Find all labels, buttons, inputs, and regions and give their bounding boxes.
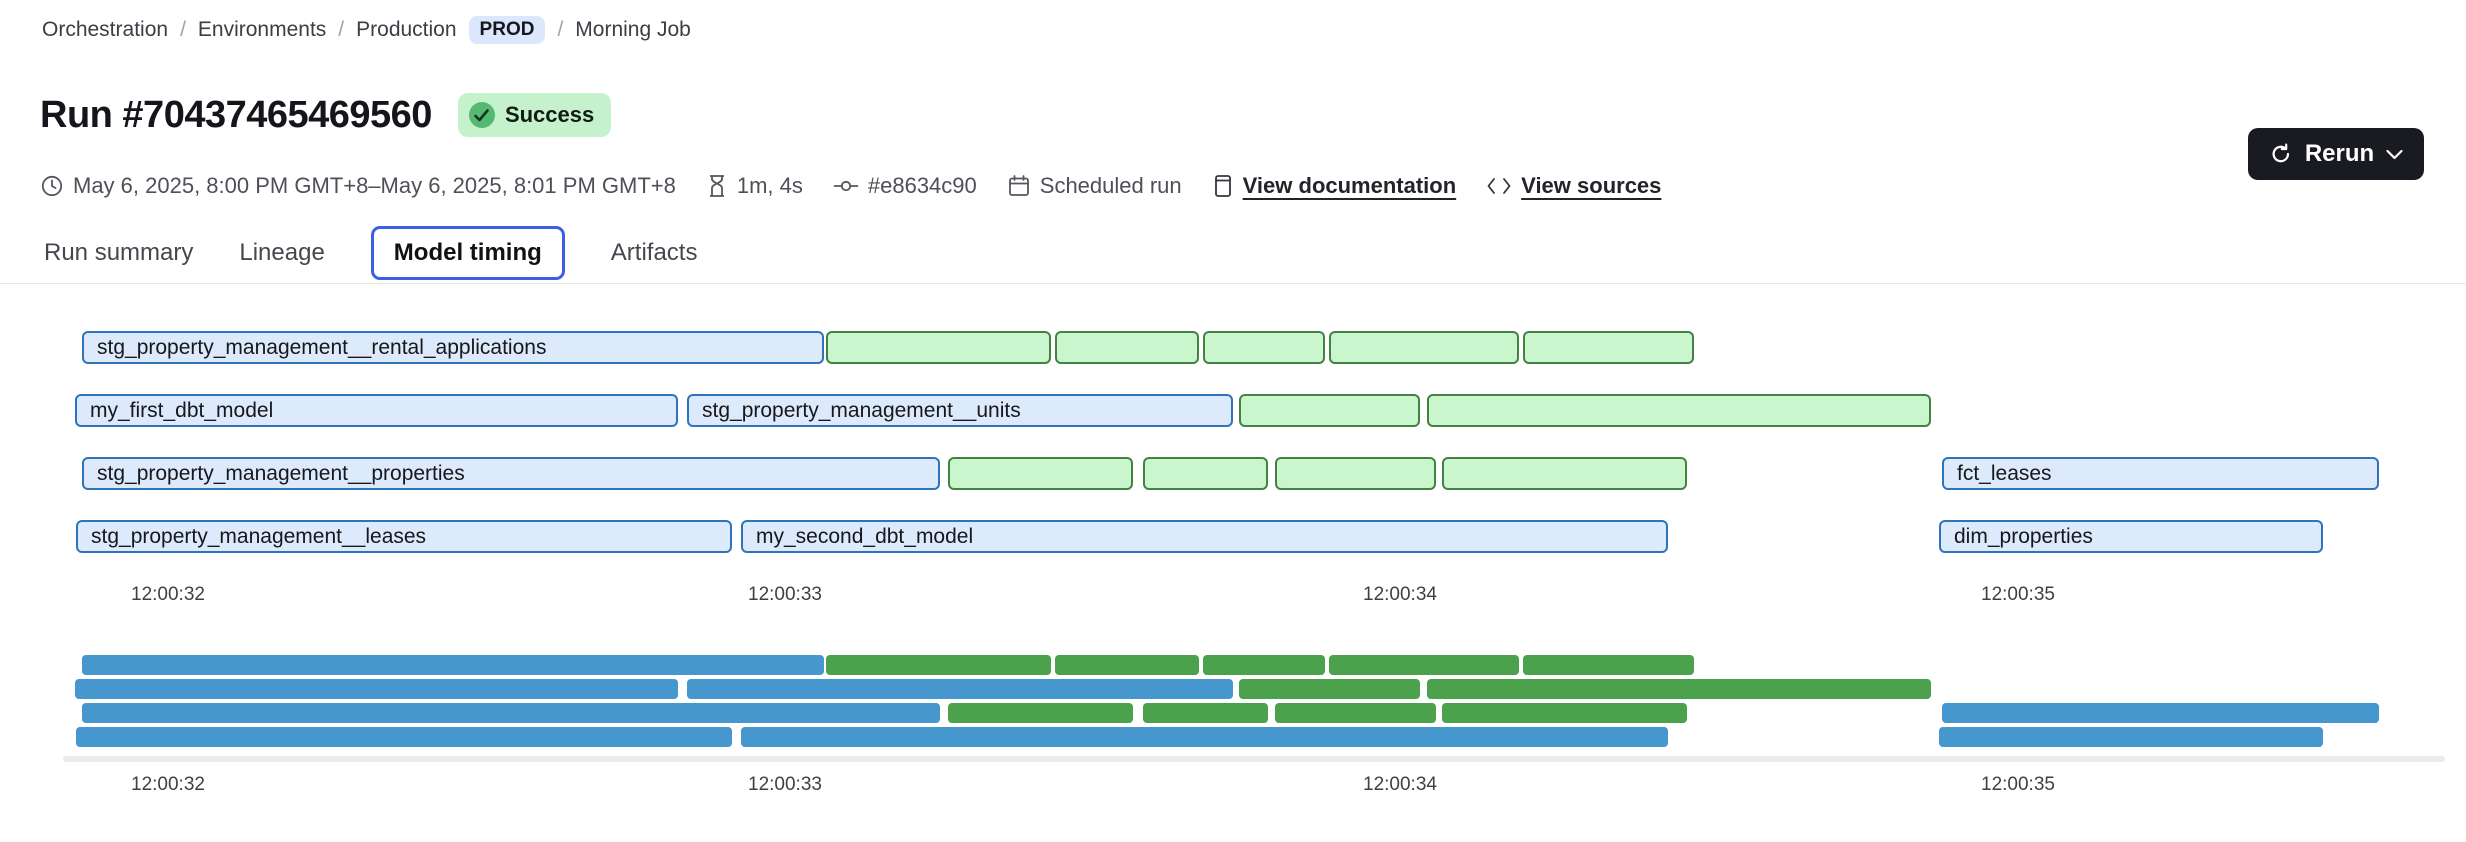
gantt-minimap[interactable] <box>0 655 2466 750</box>
status-badge: Success <box>457 93 612 137</box>
gantt-task-bar[interactable] <box>1523 331 1694 364</box>
breadcrumb-environments[interactable]: Environments <box>197 18 327 41</box>
minimap-bar-my_first_dbt_model[interactable] <box>75 679 678 699</box>
breadcrumb: Orchestration / Environments / Productio… <box>42 16 691 44</box>
minimap-bar-my_second_dbt_model[interactable] <box>741 727 1668 747</box>
gantt-task-bar[interactable] <box>1055 331 1199 364</box>
time-tick-label: 12:00:32 <box>131 774 205 795</box>
gantt-task-bar[interactable] <box>1427 394 1931 427</box>
run-tabs: Run summary Lineage Model timing Artifac… <box>44 222 697 284</box>
model-timing-gantt: stg_property_management__rental_applicat… <box>0 331 2466 555</box>
gantt-bar-my_first_dbt_model[interactable]: my_first_dbt_model <box>75 394 678 427</box>
run-duration: 1m, 4s <box>706 173 803 199</box>
page-title: Run #70437465469560 <box>40 93 432 136</box>
gantt-time-axis: 12:00:32 12:00:33 12:00:34 12:00:35 <box>0 584 2466 608</box>
title-row: Run #70437465469560 Success <box>40 93 612 137</box>
gantt-bar-fct_leases[interactable]: fct_leases <box>1942 457 2379 490</box>
time-tick-label: 12:00:34 <box>1363 774 1437 795</box>
minimap-bar[interactable] <box>1427 679 1931 699</box>
minimap-bar[interactable] <box>1203 655 1325 675</box>
gantt-bar-stg_property_management__leases[interactable]: stg_property_management__leases <box>76 520 732 553</box>
hourglass-icon <box>706 174 728 198</box>
gantt-bar-stg_property_management__properties[interactable]: stg_property_management__properties <box>82 457 940 490</box>
chevron-down-icon <box>2386 149 2403 160</box>
code-icon <box>1486 175 1512 197</box>
minimap-bar-dim_properties[interactable] <box>1939 727 2323 747</box>
success-check-icon <box>468 102 495 128</box>
gantt-task-bar[interactable] <box>1275 457 1436 490</box>
time-tick-label: 12:00:34 <box>1363 584 1437 605</box>
minimap-time-axis: 12:00:32 12:00:33 12:00:34 12:00:35 <box>0 774 2466 798</box>
gantt-bar-stg_property_management__rental_applications[interactable]: stg_property_management__rental_applicat… <box>82 331 824 364</box>
breadcrumb-separator: / <box>180 18 186 41</box>
minimap-bar[interactable] <box>1442 703 1687 723</box>
minimap-bar[interactable] <box>826 655 1051 675</box>
gantt-bar-stg_property_management__units[interactable]: stg_property_management__units <box>687 394 1233 427</box>
git-commit-icon <box>833 174 859 198</box>
minimap-bar-stg_property_management__leases[interactable] <box>76 727 732 747</box>
minimap-bar[interactable] <box>1329 655 1519 675</box>
minimap-bar-fct_leases[interactable] <box>1942 703 2379 723</box>
tabs-divider <box>0 283 2466 284</box>
minimap-bar[interactable] <box>948 703 1133 723</box>
minimap-scroll-track[interactable] <box>63 756 2445 762</box>
gantt-task-bar[interactable] <box>1143 457 1268 490</box>
gantt-bar-dim_properties[interactable]: dim_properties <box>1939 520 2323 553</box>
breadcrumb-morning-job[interactable]: Morning Job <box>575 18 691 41</box>
gantt-task-bar[interactable] <box>1329 331 1519 364</box>
tab-run-summary[interactable]: Run summary <box>44 239 194 266</box>
minimap-bar-stg_property_management__rental_applications[interactable] <box>82 655 824 675</box>
minimap-bar[interactable] <box>1275 703 1436 723</box>
time-tick-label: 12:00:33 <box>748 584 822 605</box>
minimap-bar-stg_property_management__units[interactable] <box>687 679 1233 699</box>
breadcrumb-production[interactable]: Production <box>356 18 457 41</box>
clock-icon <box>40 174 64 198</box>
trigger-type: Scheduled run <box>1007 173 1182 199</box>
minimap-bar[interactable] <box>1239 679 1420 699</box>
gantt-task-bar[interactable] <box>948 457 1133 490</box>
environment-badge: PROD <box>468 16 546 44</box>
gantt-task-bar[interactable] <box>1442 457 1687 490</box>
gantt-bar-my_second_dbt_model[interactable]: my_second_dbt_model <box>741 520 1668 553</box>
view-sources-link[interactable]: View sources <box>1486 173 1661 199</box>
breadcrumb-separator: / <box>338 18 345 41</box>
refresh-icon <box>2269 142 2293 166</box>
time-tick-label: 12:00:32 <box>131 584 205 605</box>
gantt-task-bar[interactable] <box>826 331 1051 364</box>
tab-lineage[interactable]: Lineage <box>239 239 325 266</box>
minimap-bar-stg_property_management__properties[interactable] <box>82 703 940 723</box>
breadcrumb-separator: / <box>557 18 564 41</box>
document-icon <box>1212 174 1234 198</box>
gantt-task-bar[interactable] <box>1239 394 1420 427</box>
view-documentation-link[interactable]: View documentation <box>1212 173 1456 199</box>
time-tick-label: 12:00:33 <box>748 774 822 795</box>
time-tick-label: 12:00:35 <box>1981 774 2055 795</box>
rerun-button-label: Rerun <box>2304 140 2375 167</box>
commit-hash: #e8634c90 <box>833 173 977 199</box>
gantt-task-bar[interactable] <box>1203 331 1325 364</box>
breadcrumb-orchestration[interactable]: Orchestration <box>42 18 169 41</box>
status-badge-label: Success <box>504 102 595 127</box>
minimap-bar[interactable] <box>1523 655 1694 675</box>
run-meta-row: May 6, 2025, 8:00 PM GMT+8–May 6, 2025, … <box>40 170 1661 202</box>
minimap-bar[interactable] <box>1055 655 1199 675</box>
time-tick-label: 12:00:35 <box>1981 584 2055 605</box>
run-time-range: May 6, 2025, 8:00 PM GMT+8–May 6, 2025, … <box>40 173 676 199</box>
calendar-icon <box>1007 174 1031 198</box>
tab-model-timing[interactable]: Model timing <box>370 226 565 280</box>
minimap-bar[interactable] <box>1143 703 1268 723</box>
rerun-button[interactable]: Rerun <box>2248 128 2424 180</box>
tab-artifacts[interactable]: Artifacts <box>610 239 698 266</box>
